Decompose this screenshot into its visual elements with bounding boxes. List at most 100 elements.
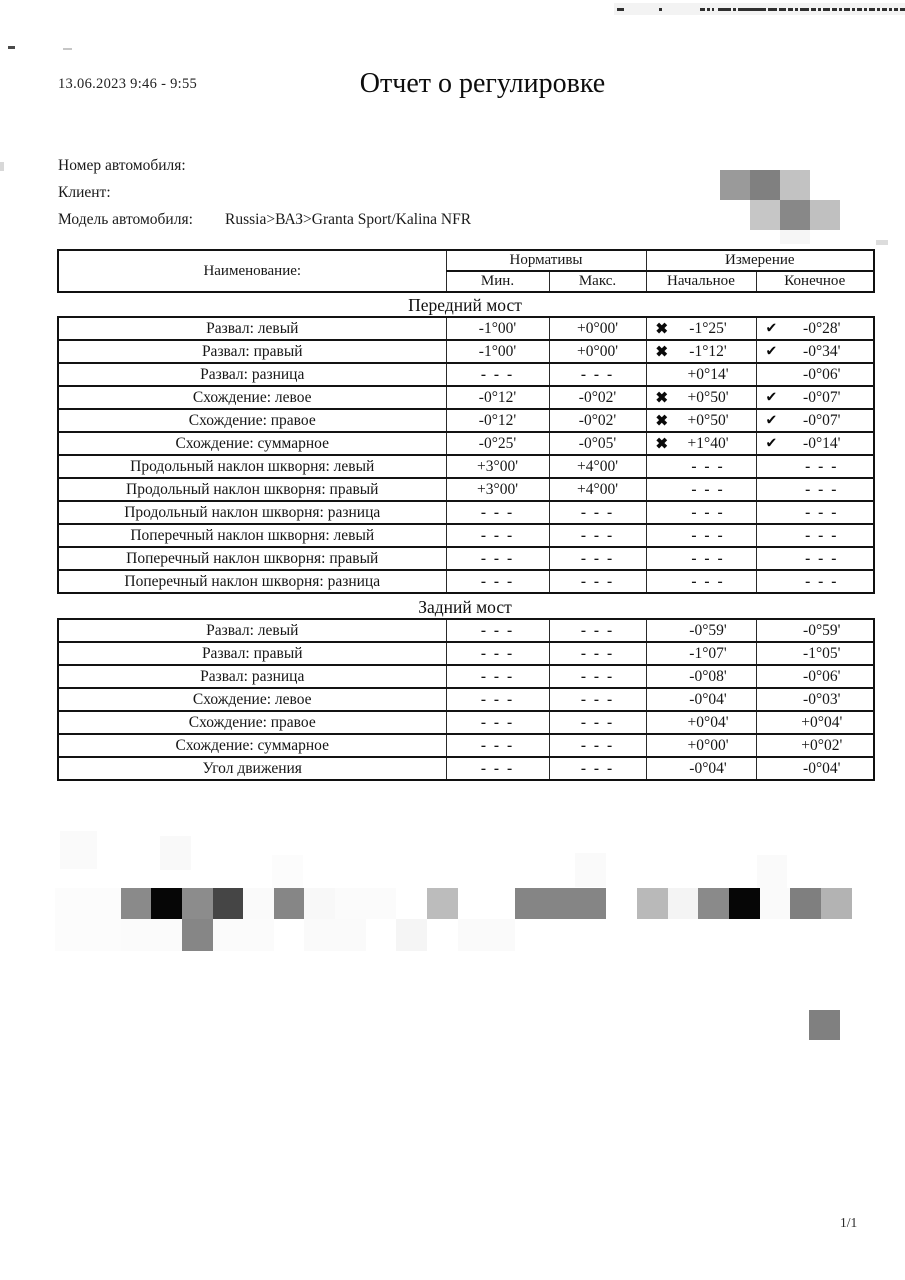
final-value-text: - - - [805, 572, 839, 590]
initial-value-text: -1°25' [689, 319, 727, 337]
final-value: +0°02' [755, 733, 875, 758]
max-value: -0°02' [548, 408, 647, 433]
final-value: ✔ -0°34' [755, 339, 875, 364]
table-row: Развал: правый - - -- - - -1°07' -1°05' [57, 641, 875, 666]
redaction-block [750, 200, 780, 230]
table-row: Развал: левый - - -- - - -0°59' -0°59' [57, 618, 875, 643]
scan-edge-dash [811, 8, 816, 11]
scan-edge-dash [877, 8, 880, 11]
final-value-text: - - - [805, 526, 839, 544]
max-value: - - - [548, 618, 647, 643]
max-value: - - - [548, 641, 647, 666]
initial-value: - - - [645, 500, 757, 525]
table-row: Угол движения - - -- - - -0°04' -0°04' [57, 756, 875, 781]
initial-value-text: - - - [691, 526, 725, 544]
final-value-text: -0°06' [803, 667, 841, 685]
final-value-text: - - - [805, 503, 839, 521]
header-final: Конечное [755, 270, 875, 293]
table-row: Развал: разница - - -- - - -0°08' -0°06' [57, 664, 875, 689]
min-value: - - - [445, 523, 550, 548]
scan-edge-dash [700, 8, 705, 11]
min-value: +3°00' [445, 477, 550, 502]
initial-value: ✖ -1°12' [645, 339, 757, 364]
initial-value-text: +0°04' [687, 713, 729, 731]
final-value-text: -0°14' [803, 434, 841, 452]
final-value-text: -1°05' [803, 644, 841, 662]
rear-axle-title: Задний мост [418, 597, 512, 617]
table-row: Продольный наклон шкворня: разница - - --… [57, 500, 875, 525]
min-value: - - - [445, 362, 550, 387]
redaction-block [274, 888, 304, 919]
redaction-block [182, 888, 213, 919]
redaction-block [750, 170, 780, 200]
redaction-block [335, 888, 396, 919]
final-value: -0°59' [755, 618, 875, 643]
redaction-block [427, 888, 458, 919]
final-value-text: -0°07' [803, 388, 841, 406]
scan-speck [0, 162, 4, 171]
scan-edge-dash [818, 8, 821, 11]
redaction-block [396, 919, 427, 951]
final-value: - - - [755, 477, 875, 502]
scan-edge-dash [795, 8, 798, 11]
front-axle-table: Развал: левый -1°00' +0°00' ✖ -1°25' ✔ -0°28' Р… [57, 316, 875, 594]
redaction-block [575, 853, 606, 887]
initial-value: ✖ +0°50' [645, 385, 757, 410]
max-value: +0°00' [548, 339, 647, 364]
scan-edge-dash [900, 8, 905, 11]
scan-edge-dash [864, 8, 867, 11]
scan-edge-dash [823, 8, 830, 11]
redaction-block [810, 200, 840, 230]
parameter-name: Поперечный наклон шкворня: разница [57, 569, 447, 594]
initial-value: -0°04' [645, 756, 757, 781]
final-value: - - - [755, 454, 875, 479]
scan-speck [8, 46, 15, 49]
scan-edge-dash [707, 8, 710, 11]
initial-value-text: +0°14' [687, 365, 729, 383]
vehicle-info-block: Номер автомобиля: Клиент: Модель автомоб… [58, 152, 471, 233]
redaction-block [121, 888, 151, 919]
check-icon: ✔ [765, 413, 778, 428]
min-value: -1°00' [445, 339, 550, 364]
final-value: -0°03' [755, 687, 875, 712]
min-value: - - - [445, 687, 550, 712]
final-value: -0°06' [755, 362, 875, 387]
initial-value: - - - [645, 523, 757, 548]
redaction-block [668, 888, 698, 919]
redaction-block [304, 919, 366, 951]
table-row: Схождение: левое - - -- - - -0°04' -0°03' [57, 687, 875, 712]
front-axle-title: Передний мост [408, 295, 522, 315]
initial-value: - - - [645, 477, 757, 502]
scan-edge-dash [889, 8, 892, 11]
table-row: Продольный наклон шкворня: правый +3°00' +… [57, 477, 875, 502]
final-value-text: -0°07' [803, 411, 841, 429]
redaction-block [809, 1010, 840, 1040]
scan-edge-dash [869, 8, 875, 11]
redaction-block [760, 888, 790, 919]
table-row: Поперечный наклон шкворня: правый - - -- … [57, 546, 875, 571]
report-title: Отчет о регулировке [359, 68, 606, 99]
check-icon: ✔ [765, 436, 778, 451]
initial-value-text: +0°50' [687, 411, 729, 429]
scan-edge-dash [857, 8, 862, 11]
scan-edge-dash [718, 8, 731, 11]
check-icon: ✔ [765, 321, 778, 336]
final-value: - - - [755, 523, 875, 548]
initial-value-text: - - - [691, 503, 725, 521]
final-value-text: - - - [805, 457, 839, 475]
initial-value-text: - - - [691, 480, 725, 498]
scan-edge-dash [712, 8, 714, 11]
parameter-name: Развал: правый [57, 641, 447, 666]
scan-edge-dash [779, 8, 786, 11]
table-row: Схождение: суммарное - - -- - - +0°00' +0°0… [57, 733, 875, 758]
initial-value: -0°08' [645, 664, 757, 689]
min-value: -0°25' [445, 431, 550, 456]
initial-value: +0°00' [645, 733, 757, 758]
scan-edge-dash [882, 8, 887, 11]
redaction-block [243, 888, 274, 919]
vehicle-number-row: Номер автомобиля: [58, 152, 471, 179]
initial-value-text: -1°12' [689, 342, 727, 360]
scan-edge-dash [768, 8, 777, 11]
parameter-name: Угол движения [57, 756, 447, 781]
